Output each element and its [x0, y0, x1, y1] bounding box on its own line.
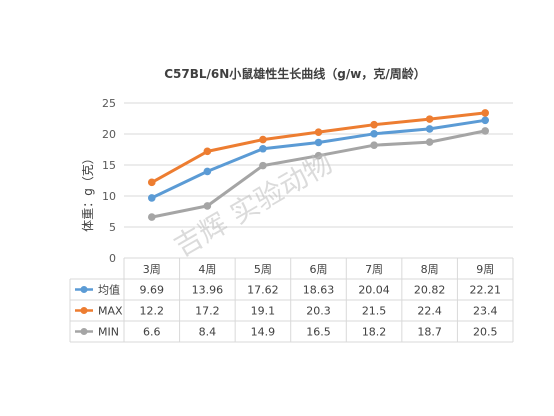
- table-value-cell: 6.6: [143, 326, 161, 339]
- legend-series-name: MAX: [98, 305, 123, 318]
- data-point: [314, 151, 323, 160]
- table-value-cell: 8.4: [199, 326, 217, 339]
- table-value-cell: 18.63: [303, 284, 335, 297]
- data-point: [425, 138, 434, 146]
- data-point: [370, 120, 378, 129]
- data-point: [370, 129, 378, 138]
- data-point: [314, 128, 323, 136]
- watermark: 吉辉 实验动物: [168, 146, 338, 263]
- data-point: [314, 138, 323, 147]
- table-value-cell: 17.62: [247, 284, 279, 297]
- y-tick-label: 25: [102, 97, 116, 110]
- x-category-label: 9周: [476, 263, 494, 276]
- legend-series-name: MIN: [98, 326, 119, 339]
- data-point: [259, 144, 267, 153]
- legend-key-marker: [80, 286, 88, 293]
- data-point: [147, 213, 156, 221]
- x-category-label: 3周: [143, 263, 161, 276]
- table-value-cell: 23.4: [473, 305, 498, 318]
- table-value-cell: 20.82: [414, 284, 446, 297]
- x-category-label: 8周: [421, 263, 439, 276]
- y-tick-label: 10: [102, 190, 116, 203]
- legend-key-marker: [80, 307, 88, 314]
- y-tick-label: 15: [102, 159, 116, 172]
- y-axis-label: 体重：g（克）: [81, 152, 95, 232]
- data-point: [203, 147, 212, 156]
- table-value-cell: 14.9: [251, 326, 276, 339]
- table-value-cell: 18.2: [362, 326, 387, 339]
- y-tick-label: 0: [109, 252, 116, 265]
- table-value-cell: 12.2: [140, 305, 165, 318]
- table-value-cell: 20.04: [358, 284, 390, 297]
- data-point: [203, 202, 212, 210]
- data-point: [370, 141, 378, 149]
- data-point: [259, 135, 267, 144]
- x-category-label: 5周: [254, 263, 272, 276]
- table-value-cell: 19.1: [251, 305, 276, 318]
- y-tick-label: 20: [102, 128, 116, 141]
- x-category-label: 6周: [310, 263, 328, 276]
- y-axis-ticks: 0 5 10 15 20 25: [102, 97, 116, 265]
- data-point: [425, 115, 434, 123]
- table-value-cell: 16.5: [306, 326, 331, 339]
- data-point: [147, 194, 156, 202]
- table-value-cell: 20.5: [473, 326, 498, 339]
- table-value-cell: 13.96: [192, 284, 224, 297]
- table-value-cell: 22.21: [469, 284, 501, 297]
- table-value-cell: 21.5: [362, 305, 387, 318]
- table-value-cell: 9.69: [140, 284, 165, 297]
- table-value-cell: 17.2: [195, 305, 220, 318]
- data-point: [481, 116, 490, 125]
- legend-key-marker: [80, 328, 88, 335]
- x-category-label: 7周: [365, 263, 383, 276]
- legend-series-name: 均值: [98, 284, 120, 297]
- data-point: [147, 178, 156, 187]
- x-category-label: 4周: [198, 263, 216, 276]
- chart-title: C57BL/6N小鼠雄性生长曲线（g/w，克/周龄）: [164, 66, 426, 81]
- data-point: [259, 161, 267, 170]
- table-value-cell: 18.7: [417, 326, 442, 339]
- series-lines: [147, 109, 490, 221]
- data-point: [481, 109, 490, 117]
- table-value-cell: 20.3: [306, 305, 331, 318]
- table-value-cell: 22.4: [417, 305, 442, 318]
- data-point: [425, 125, 434, 133]
- data-point: [481, 127, 490, 135]
- y-tick-label: 5: [109, 221, 116, 234]
- data-point: [203, 167, 212, 176]
